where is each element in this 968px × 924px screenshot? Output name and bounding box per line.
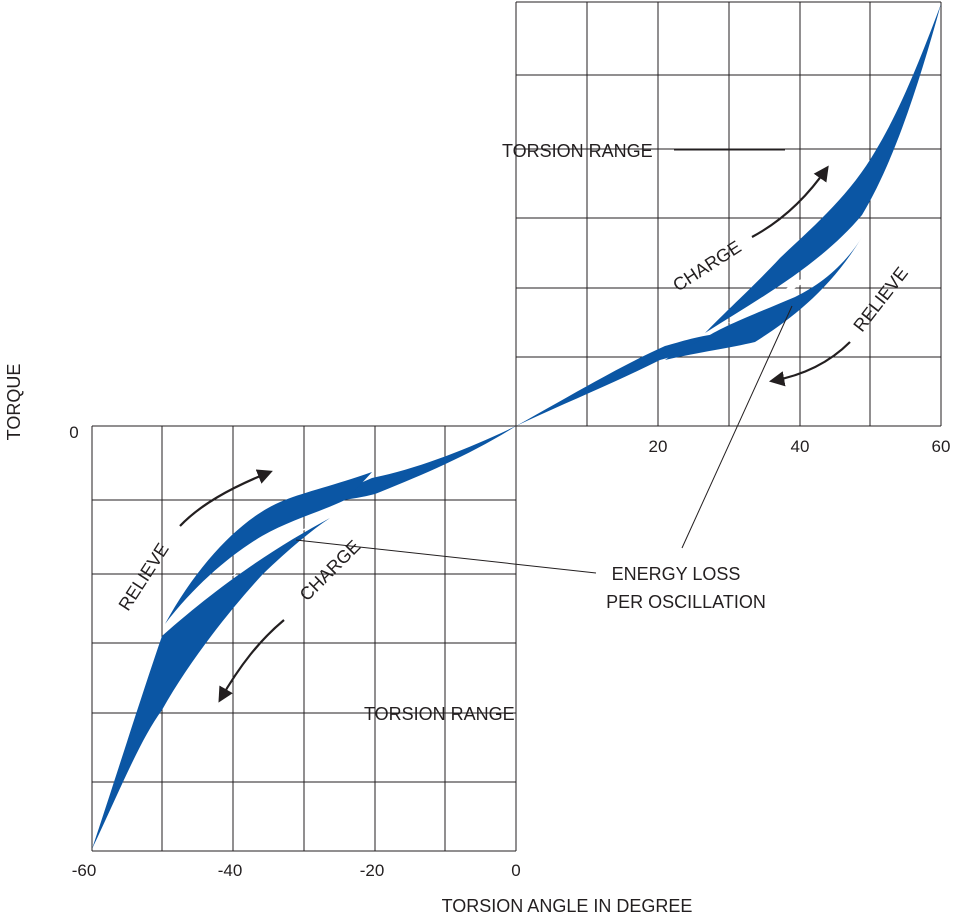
relieve-lower-label: RELIEVE (115, 540, 173, 615)
arrow-charge-lower (218, 619, 285, 703)
energy-loss-line2: PER OSCILLATION (606, 592, 766, 612)
upper-relieve-band (665, 237, 862, 360)
upper-right-grid (515, 1, 942, 427)
x-axis-label: TORSION ANGLE IN DEGREE (442, 896, 693, 916)
x-tick-40: 40 (791, 437, 810, 456)
arrow-relieve-lower (179, 469, 273, 527)
torsion-range-upper-label: TORSION RANGE (502, 141, 653, 161)
charge-lower-label: CHARGE (296, 536, 365, 605)
charge-upper-label: CHARGE (669, 237, 744, 296)
x-tick-60: 60 (932, 437, 951, 456)
x-tick-0: 0 (511, 861, 520, 880)
x-tick-neg20: -20 (360, 861, 385, 880)
x-tick-20: 20 (649, 437, 668, 456)
y-axis-label: TORQUE (4, 364, 24, 441)
arrow-relieve-upper (768, 341, 851, 387)
torsion-range-lower-label: TORSION RANGE (364, 704, 515, 724)
leader-energy-loss-upper (681, 305, 793, 549)
lower-left-grid (91, 425, 517, 852)
x-tick-neg40: -40 (218, 861, 243, 880)
y-origin-tick: 0 (69, 423, 78, 442)
hysteresis-curves (92, 4, 941, 849)
leader-energy-loss-lower (295, 539, 597, 574)
x-tick-neg60: -60 (72, 861, 97, 880)
arrow-charge-upper (751, 165, 829, 238)
energy-loss-line1: ENERGY LOSS (612, 564, 741, 584)
relieve-upper-label: RELIEVE (849, 263, 912, 335)
lower-relieve-band (165, 472, 372, 624)
